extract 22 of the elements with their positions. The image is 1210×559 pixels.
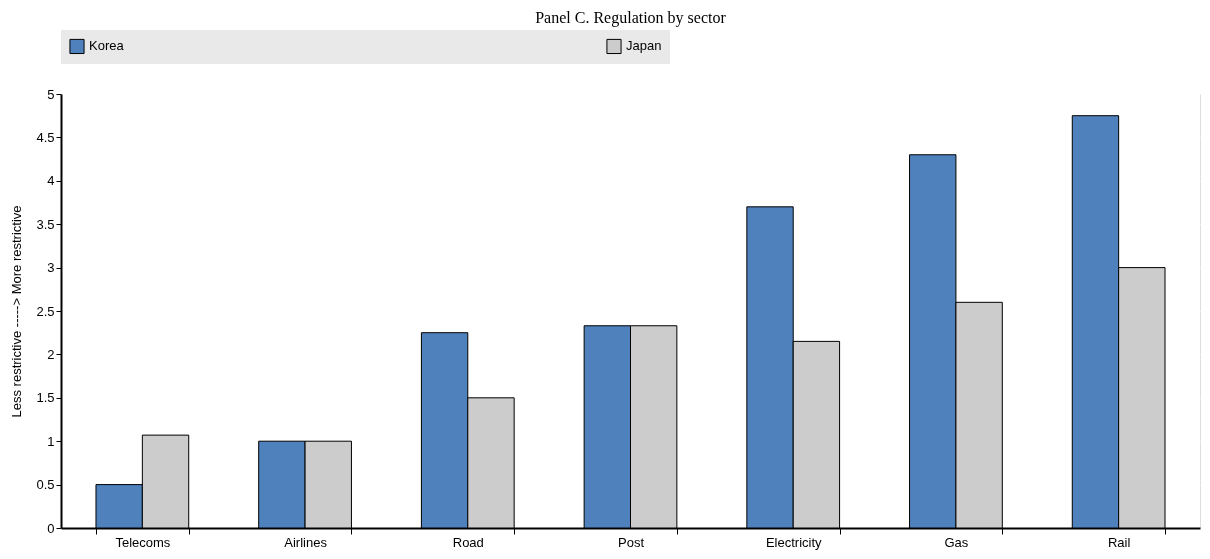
- y-tick-label: 4.5: [36, 129, 55, 145]
- y-tick-label: 5: [47, 86, 55, 102]
- y-tick-label: 3: [47, 260, 55, 276]
- x-tick-label: Post: [617, 534, 645, 550]
- y-tick-label: 2.5: [36, 303, 55, 319]
- x-tick-label: Airlines: [284, 534, 328, 550]
- chart-title: Panel C. Regulation by sector: [535, 9, 727, 27]
- y-tick-label: 0.5: [36, 477, 55, 493]
- y-tick-label: 1: [47, 433, 55, 449]
- legend-label: Japan: [626, 38, 662, 54]
- y-tick-label: 0: [47, 520, 55, 536]
- y-tick-label: 1.5: [36, 390, 55, 406]
- x-tick-label: Road: [452, 534, 484, 550]
- x-tick-label: Telecoms: [115, 534, 171, 550]
- y-axis-title: Less restrictive -----> More restrictive: [9, 205, 25, 418]
- y-tick-label: 2: [47, 346, 55, 362]
- x-tick-label: Gas: [944, 534, 969, 550]
- legend-label: Korea: [89, 38, 125, 54]
- y-tick-label: 3.5: [36, 216, 55, 232]
- x-tick-label: Electricity: [765, 534, 823, 550]
- y-tick-label: 4: [47, 173, 55, 189]
- x-tick-label: Rail: [1107, 534, 1131, 550]
